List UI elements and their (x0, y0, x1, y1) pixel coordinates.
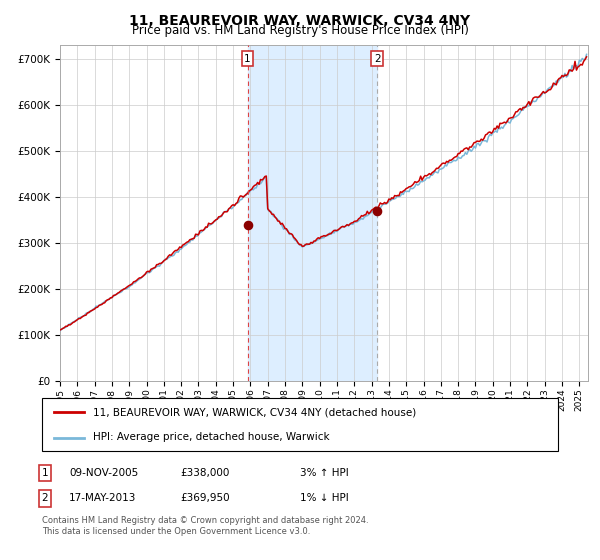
Text: 2: 2 (374, 54, 380, 64)
Text: 3% ↑ HPI: 3% ↑ HPI (300, 468, 349, 478)
Text: 1: 1 (244, 54, 251, 64)
Point (373, 206, 382, 215)
Bar (248, 45, 377, 381)
Text: 1% ↓ HPI: 1% ↓ HPI (300, 493, 349, 503)
Point (243, 221, 253, 230)
Text: 2: 2 (41, 493, 49, 503)
Text: 17-MAY-2013: 17-MAY-2013 (69, 493, 136, 503)
Text: Contains HM Land Registry data © Crown copyright and database right 2024.: Contains HM Land Registry data © Crown c… (42, 516, 368, 525)
Text: 11, BEAUREVOIR WAY, WARWICK, CV34 4NY: 11, BEAUREVOIR WAY, WARWICK, CV34 4NY (130, 14, 470, 28)
Text: HPI: Average price, detached house, Warwick: HPI: Average price, detached house, Warw… (93, 432, 329, 442)
Text: £369,950: £369,950 (180, 493, 230, 503)
Text: 09-NOV-2005: 09-NOV-2005 (69, 468, 138, 478)
Text: Price paid vs. HM Land Registry's House Price Index (HPI): Price paid vs. HM Land Registry's House … (131, 24, 469, 37)
Text: 1: 1 (41, 468, 49, 478)
Text: This data is licensed under the Open Government Licence v3.0.: This data is licensed under the Open Gov… (42, 528, 310, 536)
Text: £338,000: £338,000 (180, 468, 229, 478)
Text: 11, BEAUREVOIR WAY, WARWICK, CV34 4NY (detached house): 11, BEAUREVOIR WAY, WARWICK, CV34 4NY (d… (93, 408, 416, 418)
